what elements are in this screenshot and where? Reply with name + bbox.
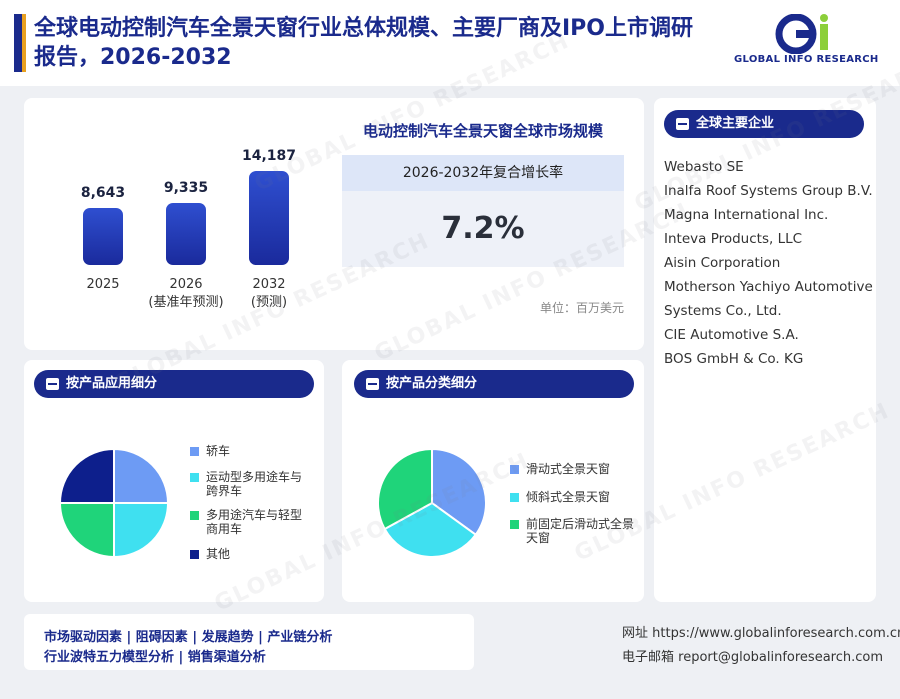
briefcase-icon: [366, 378, 379, 390]
bar-category-label: 2025: [86, 277, 120, 292]
application-title: 按产品应用细分: [66, 376, 158, 391]
type-title: 按产品分类细分: [386, 376, 478, 391]
header: 全球电动控制汽车全景天窗行业总体规模、主要厂商及IPO上市调研报告，2026-2…: [0, 0, 900, 86]
companies-header: 全球主要企业: [664, 110, 864, 138]
legend-swatch: [190, 550, 199, 559]
footer-topics-line2: 行业波特五力模型分析 | 销售渠道分析: [44, 650, 266, 665]
title-bar-decoration: [14, 14, 22, 72]
bar-category-label: 2026 (基准年预测): [148, 277, 224, 310]
footer-card: 市场驱动因素 | 阻碍因素 | 发展趋势 | 产业链分析 行业波特五力模型分析 …: [24, 614, 474, 670]
legend-swatch: [190, 473, 199, 482]
company-logo: GLOBAL INFO RESEARCH: [734, 13, 884, 74]
company-item: Magna International Inc.: [664, 207, 829, 223]
page-title: 全球电动控制汽车全景天窗行业总体规模、主要厂商及IPO上市调研报告，2026-2…: [34, 16, 694, 70]
companies-title: 全球主要企业: [696, 116, 775, 131]
cagr-box: 2026-2032年复合增长率 7.2%: [342, 155, 624, 267]
bar-value-label: 14,187: [241, 148, 297, 164]
legend-label: 轿车: [206, 444, 231, 458]
building-icon: [676, 118, 689, 130]
legend-label: 倾斜式全景天窗: [526, 490, 611, 504]
company-item: Webasto SE: [664, 159, 744, 175]
companies-card: [654, 98, 876, 602]
title-accent-decoration: [22, 14, 26, 72]
bar-category-label: 2032 (预测): [250, 277, 288, 310]
bar-value-label: 9,335: [163, 180, 209, 197]
footer-topics-line1: 市场驱动因素 | 阻碍因素 | 发展趋势 | 产业链分析: [44, 630, 333, 645]
legend-swatch: [190, 511, 199, 520]
type-header: 按产品分类细分: [354, 370, 634, 398]
legend-label: 其他: [206, 547, 231, 561]
legend-swatch: [190, 447, 199, 456]
company-item: Motherson Yachiyo Automotive Systems Co.…: [664, 279, 873, 319]
company-item: Inteva Products, LLC: [664, 231, 803, 247]
legend-swatch: [510, 493, 519, 502]
market-title: 电动控制汽车全景天窗全球市场规模: [362, 122, 603, 140]
bar-2025: [83, 207, 123, 265]
company-item: BOS GmbH & Co. KG: [664, 351, 804, 367]
legend-label: 运动型多用途车与跨界车: [206, 470, 303, 498]
cagr-label: 2026-2032年复合增长率: [342, 155, 624, 191]
unit-label: 单位：百万美元: [539, 301, 624, 315]
legend-label: 多用途汽车与轻型商用车: [206, 508, 303, 536]
logo-text: GLOBAL INFO RESEARCH: [734, 54, 879, 65]
email-link[interactable]: 电子邮箱 report@globalinforesearch.com: [622, 650, 884, 665]
legend-label: 滑动式全景天窗: [526, 462, 611, 476]
bar-value-label: 8,643: [80, 184, 126, 201]
company-item: CIE Automotive S.A.: [664, 327, 799, 343]
bar-2032: [249, 171, 289, 265]
briefcase-icon: [46, 378, 59, 390]
legend-swatch: [510, 520, 519, 529]
company-item: Aisin Corporation: [664, 255, 781, 271]
logo-icon: [775, 13, 828, 55]
legend-swatch: [510, 465, 519, 474]
bar-2026: [166, 203, 206, 265]
cagr-value: 7.2%: [441, 211, 525, 246]
application-header: 按产品应用细分: [34, 370, 314, 398]
legend-label: 前固定后滑动式全景天窗: [526, 517, 635, 545]
website-link[interactable]: 网址 https://www.globalinforesearch.com.cn: [622, 626, 900, 641]
company-item: Inalfa Roof Systems Group B.V.: [664, 183, 873, 199]
